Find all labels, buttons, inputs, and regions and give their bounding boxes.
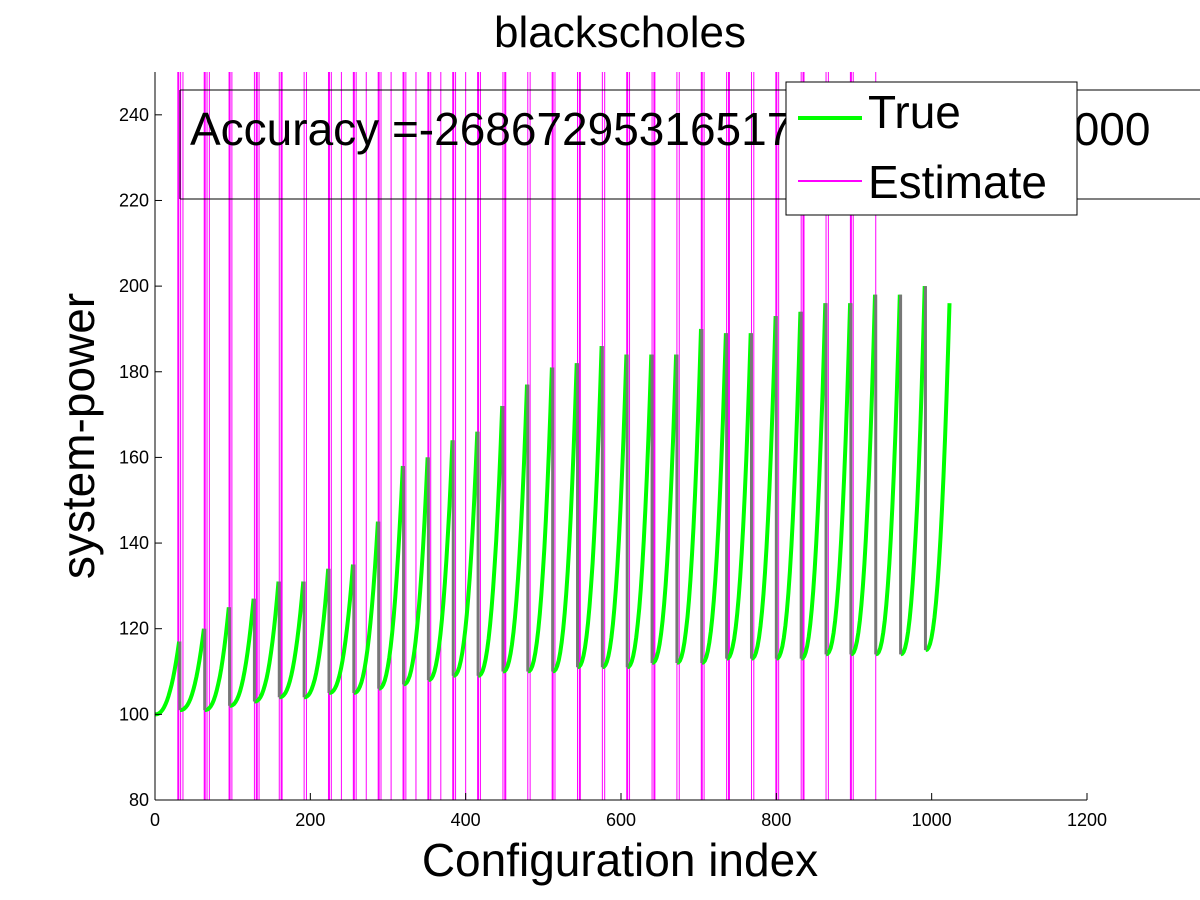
- y-tick-label: 120: [119, 619, 149, 639]
- true-segment: [750, 316, 778, 661]
- y-tick-label: 240: [119, 105, 149, 125]
- true-segment: [253, 581, 281, 704]
- x-ticks: 0 200 400 600 800 1000 1200: [150, 793, 1107, 830]
- true-segment: [552, 363, 579, 674]
- true-segment: [726, 333, 753, 661]
- true-segment: [899, 286, 927, 657]
- x-tick-label: 0: [150, 810, 160, 830]
- y-tick-label: 140: [119, 533, 149, 553]
- series-estimate: [177, 72, 877, 800]
- true-segment: [204, 607, 231, 713]
- true-segment: [825, 303, 853, 657]
- legend-box: [785, 81, 1078, 216]
- true-segment: [378, 465, 405, 691]
- true-segment: [427, 440, 455, 683]
- true-segment: [875, 294, 902, 657]
- y-tick-label: 80: [129, 790, 149, 810]
- y-axis-title: system-power: [52, 293, 104, 579]
- x-tick-label: 200: [295, 810, 325, 830]
- true-segment: [452, 431, 480, 678]
- chart-title: blackscholes: [494, 8, 746, 57]
- series-true: [154, 286, 952, 717]
- true-segment: [229, 598, 256, 708]
- axes: 0 200 400 600 800 1000 1200 80 100 120 140 160 180 2…: [119, 72, 1107, 830]
- true-segment: [303, 568, 331, 700]
- x-tick-label: 600: [606, 810, 636, 830]
- legend-label-estimate: Estimate: [868, 156, 1047, 208]
- true-segment: [328, 564, 355, 695]
- true-segment: [477, 405, 505, 678]
- x-tick-label: 400: [451, 810, 481, 830]
- true-segment: [651, 354, 679, 665]
- y-tick-label: 160: [119, 447, 149, 467]
- legend: True Estimate: [785, 81, 1078, 216]
- true-segment: [353, 521, 380, 695]
- y-ticks: 80 100 120 140 160 180 200 220 240: [119, 105, 162, 810]
- y-tick-label: 180: [119, 362, 149, 382]
- x-axis-title: Configuration index: [422, 834, 818, 886]
- true-segment: [527, 367, 554, 674]
- true-segment: [403, 457, 430, 687]
- true-segment: [601, 354, 629, 670]
- true-segment: [502, 384, 529, 674]
- true-segment: [701, 333, 728, 665]
- true-segment: [576, 346, 604, 670]
- true-segment: [626, 354, 654, 670]
- x-tick-label: 1200: [1067, 810, 1107, 830]
- true-segment: [924, 303, 952, 653]
- x-tick-label: 800: [761, 810, 791, 830]
- true-segment: [676, 328, 703, 665]
- true-segment: [850, 294, 877, 657]
- x-tick-label: 1000: [912, 810, 952, 830]
- y-tick-label: 100: [119, 704, 149, 724]
- true-segment: [154, 641, 182, 717]
- true-segment: [800, 303, 828, 661]
- true-segment: [775, 311, 803, 661]
- true-segment: [278, 581, 306, 700]
- plot-area: [154, 72, 952, 800]
- legend-label-true: True: [868, 86, 961, 138]
- y-tick-label: 200: [119, 276, 149, 296]
- true-segment: [179, 628, 206, 713]
- y-tick-label: 220: [119, 190, 149, 210]
